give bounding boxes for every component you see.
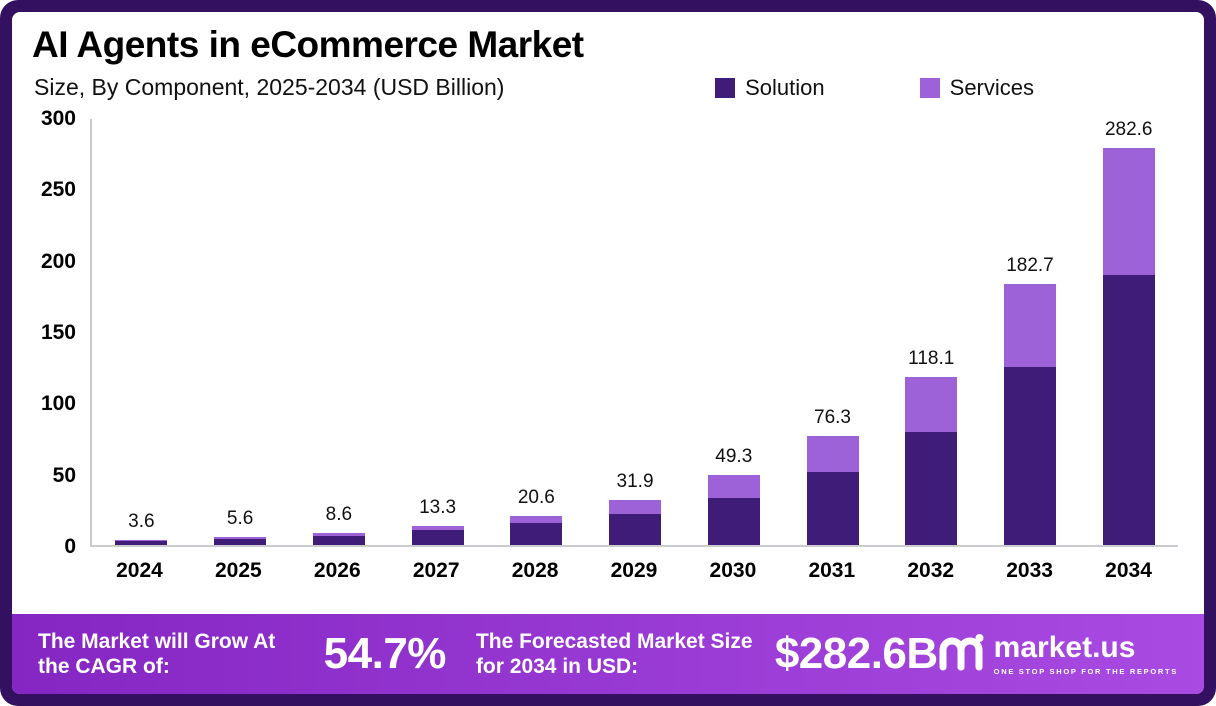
y-tick-label: 150 xyxy=(40,321,76,344)
x-tick-label: 2026 xyxy=(313,559,361,582)
bar-total-label: 282.6 xyxy=(1104,119,1153,140)
x-tick-label: 2028 xyxy=(511,559,559,582)
x-tick-label: 2034 xyxy=(1105,559,1152,582)
solution-swatch-icon xyxy=(715,77,736,98)
bar-column: 13.3 xyxy=(388,119,487,545)
legend-label-solution: Solution xyxy=(745,74,825,100)
chart-subtitle: Size, By Component, 2025-2034 (USD Billi… xyxy=(34,74,505,100)
y-tick-label: 100 xyxy=(40,392,76,416)
infographic-body: AI Agents in eCommerce Market Size, By C… xyxy=(12,12,1204,694)
bar-segment-solution xyxy=(707,497,760,545)
brand-logo: market.us ONE STOP SHOP FOR THE REPORTS xyxy=(938,630,1178,676)
bar-segment-solution xyxy=(510,522,563,545)
bar-column: 8.6 xyxy=(289,119,388,545)
bar-segment-services xyxy=(806,436,859,473)
bar-segment-services xyxy=(1003,284,1056,367)
bar-segment-solution xyxy=(214,538,267,545)
bar-total-label: 118.1 xyxy=(908,347,955,369)
bar-segment-solution xyxy=(312,535,365,545)
x-tick-label: 2027 xyxy=(412,559,460,582)
brand-name: market.us xyxy=(993,630,1136,664)
x-tick-label: 2030 xyxy=(709,559,757,582)
bar-total-label: 182.7 xyxy=(1006,255,1054,277)
page-title: AI Agents in eCommerce Market xyxy=(32,24,584,65)
services-swatch-icon xyxy=(919,77,940,98)
bar-segment-solution xyxy=(411,530,464,545)
brand-text: market.us ONE STOP SHOP FOR THE REPORTS xyxy=(993,630,1178,676)
bar-column: 76.3 xyxy=(783,119,882,545)
bar-segment-solution xyxy=(609,513,662,545)
bar-column: 3.6 xyxy=(92,119,191,545)
x-tick-label: 2024 xyxy=(116,559,163,582)
bar-segment-services xyxy=(1102,148,1155,276)
bar-total-label: 5.6 xyxy=(226,508,254,530)
x-tick-label: 2032 xyxy=(907,559,955,582)
bar-segment-services xyxy=(510,515,563,523)
legend-item-services: Services xyxy=(919,74,1034,101)
chart-legend: Solution Services xyxy=(715,75,1034,101)
x-tick-label: 2029 xyxy=(610,559,658,582)
bar-total-label: 76.3 xyxy=(814,407,851,429)
bar-total-label: 20.6 xyxy=(517,486,555,508)
cagr-label: The Market will Grow At the CAGR of: xyxy=(38,629,276,678)
plot-area: 3.6 5.6 8.6 13.3 20.6 31.9 49.3 76.3 118.1 182.7 2… xyxy=(90,119,1178,547)
bar-segment-solution xyxy=(115,540,168,545)
bar-total-label: 8.6 xyxy=(325,503,353,525)
bar-segment-services xyxy=(905,376,958,433)
forecast-value: $282.6B xyxy=(774,629,938,678)
bar-total-label: 49.3 xyxy=(715,445,753,467)
x-axis: 2024 2025 2026 2027 2028 2029 2030 2031 2032 2033… xyxy=(90,559,1178,583)
bar-column: 118.1 xyxy=(882,119,981,545)
footer-banner: The Market will Grow At the CAGR of: 54.… xyxy=(12,614,1204,694)
legend-label-services: Services xyxy=(949,74,1034,100)
bar-total-label: 3.6 xyxy=(128,510,155,532)
bar-segment-services xyxy=(214,537,267,539)
bar-segment-services xyxy=(707,474,760,498)
subtitle-row: Size, By Component, 2025-2034 (USD Billi… xyxy=(34,74,1204,101)
x-tick-label: 2033 xyxy=(1006,559,1053,582)
cagr-value: 54.7% xyxy=(323,629,447,678)
bar-segment-services xyxy=(609,499,662,514)
bar-segment-services xyxy=(115,539,168,541)
marketus-logo-icon xyxy=(938,633,984,676)
bar-column: 5.6 xyxy=(191,119,290,545)
bar-column: 49.3 xyxy=(684,119,783,545)
y-axis: 0 50 100 150 200 250 300 xyxy=(26,107,90,558)
bar-segment-solution xyxy=(1003,366,1056,545)
stacked-bar-chart: 0 50 100 150 200 250 300 3.6 5.6 8.6 13.3 20.6 31.9… xyxy=(26,107,1178,583)
y-tick-label: 250 xyxy=(40,178,76,202)
bar-segment-solution xyxy=(1102,275,1155,545)
bar-column: 282.6 xyxy=(1079,119,1178,545)
bar-segment-solution xyxy=(905,432,958,545)
bar-segment-services xyxy=(312,532,365,536)
bar-segment-solution xyxy=(806,472,859,545)
bar-column: 182.7 xyxy=(981,119,1080,545)
y-tick-label: 50 xyxy=(52,463,76,487)
bar-column: 20.6 xyxy=(487,119,586,545)
legend-item-solution: Solution xyxy=(715,75,825,101)
y-tick-label: 0 xyxy=(64,535,76,558)
y-tick-label: 200 xyxy=(40,249,76,273)
y-tick-label: 300 xyxy=(40,107,76,130)
bar-column: 31.9 xyxy=(586,119,685,545)
bar-total-label: 13.3 xyxy=(419,497,457,519)
brand-tagline: ONE STOP SHOP FOR THE REPORTS xyxy=(993,666,1178,676)
x-tick-label: 2025 xyxy=(215,559,262,582)
forecast-label: The Forecasted Market Size for 2034 in U… xyxy=(475,629,753,678)
bar-total-label: 31.9 xyxy=(616,470,654,492)
x-tick-label: 2031 xyxy=(808,559,856,582)
bar-segment-services xyxy=(411,526,464,531)
